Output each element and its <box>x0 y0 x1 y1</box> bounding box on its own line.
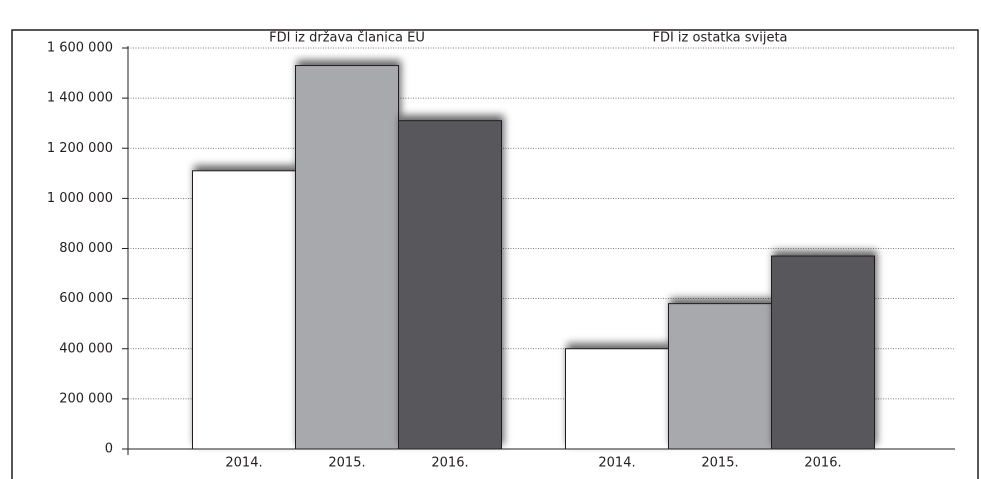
category-label: FDI iz ostatka svijeta <box>652 31 787 46</box>
bar <box>771 255 875 450</box>
x-tick-label: 2015. <box>701 456 738 471</box>
x-tick-label: 2014. <box>225 456 262 471</box>
frame <box>11 29 979 479</box>
y-tick-label: 200 000 <box>59 391 113 406</box>
bar <box>295 65 399 450</box>
y-tick-label: 1 000 000 <box>47 191 113 206</box>
y-tick-label: 1 400 000 <box>47 91 113 106</box>
bar <box>192 170 296 450</box>
x-tick-label: 2015. <box>328 456 365 471</box>
category-label: FDI iz država članica EU <box>269 31 425 46</box>
bar <box>565 348 669 450</box>
y-tick-label: 1 600 000 <box>47 41 113 56</box>
bar <box>668 303 772 450</box>
y-tick-label: 0 <box>105 442 113 457</box>
bar <box>398 120 502 450</box>
x-tick-label: 2016. <box>431 456 468 471</box>
x-tick-label: 2016. <box>804 456 841 471</box>
y-tick-label: 600 000 <box>59 291 113 306</box>
y-tick-label: 400 000 <box>59 341 113 356</box>
y-tick-label: 800 000 <box>59 241 113 256</box>
x-tick-label: 2014. <box>598 456 635 471</box>
y-tick-label: 1 200 000 <box>47 141 113 156</box>
